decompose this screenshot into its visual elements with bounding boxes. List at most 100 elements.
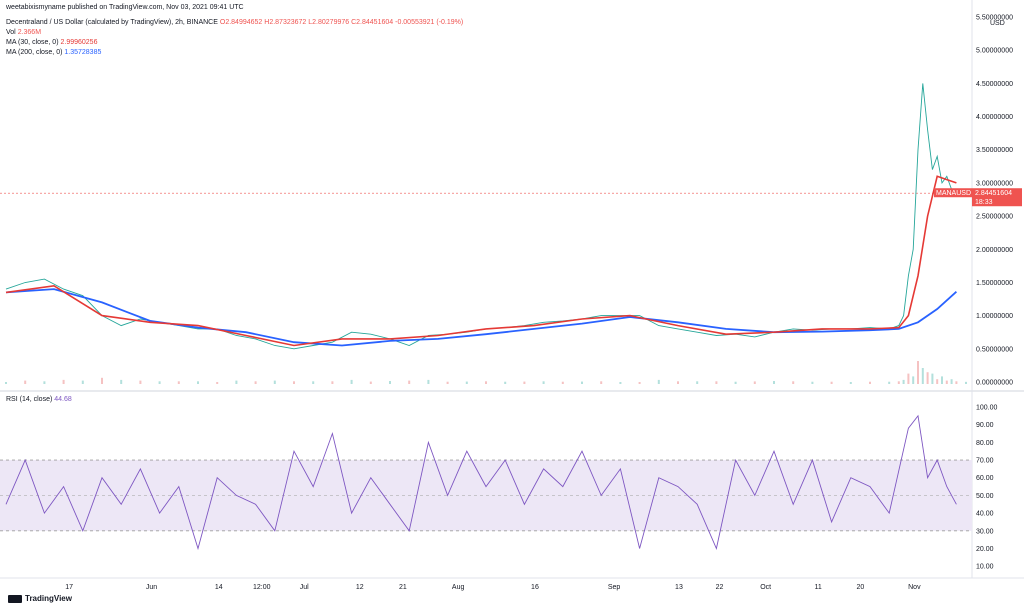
volume-bar (408, 380, 411, 384)
time-tick-label: Jul (300, 584, 309, 591)
volume-bar (657, 379, 660, 384)
ohlc-change: -0.00553921 (-0.19%) (395, 19, 464, 26)
rsi-tick-label: 60.00 (976, 475, 994, 482)
volume-bar (120, 379, 123, 384)
volume-bar (773, 381, 775, 384)
rsi-legend[interactable]: RSI (14, close) 44.68 (6, 396, 72, 403)
price-tick-label: 4.50000000 (976, 81, 1013, 88)
time-tick-label: Oct (760, 584, 771, 591)
time-axis[interactable]: 17 Jun 14 12:00 Jul 12 21 Aug 16 Sep 13 22 Oct 11 20 No… (65, 584, 921, 591)
rsi-line (5, 414, 957, 551)
volume-bar (696, 381, 699, 384)
publisher-line: weetabixismyname published on TradingVie… (6, 4, 244, 11)
close-line (5, 83, 967, 350)
volume-bar (485, 381, 487, 384)
volume-bar (504, 381, 507, 384)
volume-bar (312, 381, 315, 384)
volume-bar (369, 381, 372, 384)
price-tick-label: 2.50000000 (976, 214, 1013, 221)
volume-bar (254, 381, 257, 384)
time-tick-label: 12 (356, 584, 364, 591)
vol-legend[interactable]: Vol 2.366M (6, 29, 42, 36)
ohlc-high: H2.87323672 (264, 19, 307, 26)
volume-bar (581, 381, 583, 384)
time-tick-label: Jun (146, 584, 157, 591)
last-price-value: 2.84451604 (975, 190, 1012, 197)
ohlc-open: O2.84994652 (219, 19, 263, 26)
volume-bar (350, 379, 353, 384)
price-tick-label: 5.00000000 (976, 48, 1013, 55)
volume-bar (921, 368, 924, 384)
price-axis[interactable]: 5.50000000 5.00000000 4.50000000 4.00000000… (976, 15, 1013, 387)
volume-bar (638, 382, 641, 384)
time-tick-label: Sep (608, 584, 621, 591)
volume-bar (941, 376, 943, 384)
price-tick-label: 0.00000000 (976, 380, 1013, 387)
volume-bar (888, 381, 891, 384)
volume-bar (950, 379, 953, 384)
time-tick-label: Nov (908, 584, 921, 591)
volume-bar (465, 381, 468, 384)
volume-bar (907, 373, 910, 384)
volume-bar (24, 380, 27, 384)
volume-bar (177, 381, 180, 384)
volume-bar (158, 381, 161, 384)
ma30-line (5, 175, 957, 347)
price-tick-label: 2.00000000 (976, 247, 1013, 254)
ohlc-close: C2.84451604 (351, 19, 394, 26)
price-tick-label: 4.00000000 (976, 114, 1013, 121)
ma200-legend[interactable]: MA (200, close, 0) 1.35728385 (6, 49, 102, 56)
volume-bar (446, 381, 449, 384)
volume-bar (917, 361, 919, 384)
rsi-tick-label: 80.00 (976, 440, 994, 447)
rsi-tick-label: 50.00 (976, 493, 994, 500)
time-tick-label: 20 (857, 584, 865, 591)
volume-bar (753, 381, 756, 384)
time-tick-label: 12:00 (253, 584, 271, 591)
rsi-tick-label: 40.00 (976, 511, 994, 518)
last-price-box[interactable]: MANAUSD 2.84451604 18:33 (934, 188, 1022, 207)
volume-bar (216, 382, 219, 384)
volume-bar (235, 380, 238, 384)
volume-bar (81, 380, 84, 384)
rsi-tick-label: 30.00 (976, 528, 994, 535)
last-price-symbol: MANAUSD (936, 190, 971, 197)
volume-bar (715, 381, 718, 384)
volume-bar (811, 381, 814, 384)
volume-bar (139, 380, 142, 384)
volume-bar (389, 381, 391, 384)
volume-bar (273, 380, 276, 384)
price-axis-unit: USD (990, 20, 1005, 27)
rsi-axis[interactable]: 100.00 90.00 80.00 70.00 60.00 50.00 40.00 30.0… (976, 405, 998, 571)
volume-bar (542, 381, 545, 384)
volume-bars (5, 361, 967, 384)
tradingview-icon (8, 594, 22, 603)
volume-bar (197, 381, 199, 384)
volume-bar (331, 381, 334, 384)
volume-bar (5, 382, 7, 384)
ohlc-low: L2.80279976 (308, 19, 350, 26)
price-tick-label: 5.50000000 (976, 15, 1013, 22)
volume-bar (912, 376, 915, 384)
volume-bar (619, 382, 622, 384)
volume-bar (293, 381, 295, 384)
volume-bar (955, 381, 958, 384)
volume-bar (427, 379, 430, 384)
rsi-tick-label: 100.00 (976, 405, 998, 412)
ma30-legend[interactable]: MA (30, close, 0) 2.99960256 (6, 39, 98, 46)
time-tick-label: 22 (716, 584, 724, 591)
volume-bar (734, 381, 737, 384)
time-tick-label: 21 (399, 584, 407, 591)
tradingview-logo[interactable]: TradingView (8, 594, 72, 603)
price-tick-label: 1.50000000 (976, 280, 1013, 287)
time-tick-label: Aug (452, 584, 465, 591)
time-tick-label: 16 (531, 584, 539, 591)
volume-bar (561, 381, 564, 384)
volume-bar (677, 381, 679, 384)
time-tick-label: 17 (65, 584, 73, 591)
rsi-tick-label: 70.00 (976, 458, 994, 465)
volume-bar (931, 373, 934, 384)
volume-bar (830, 381, 833, 384)
volume-bar (936, 379, 939, 384)
